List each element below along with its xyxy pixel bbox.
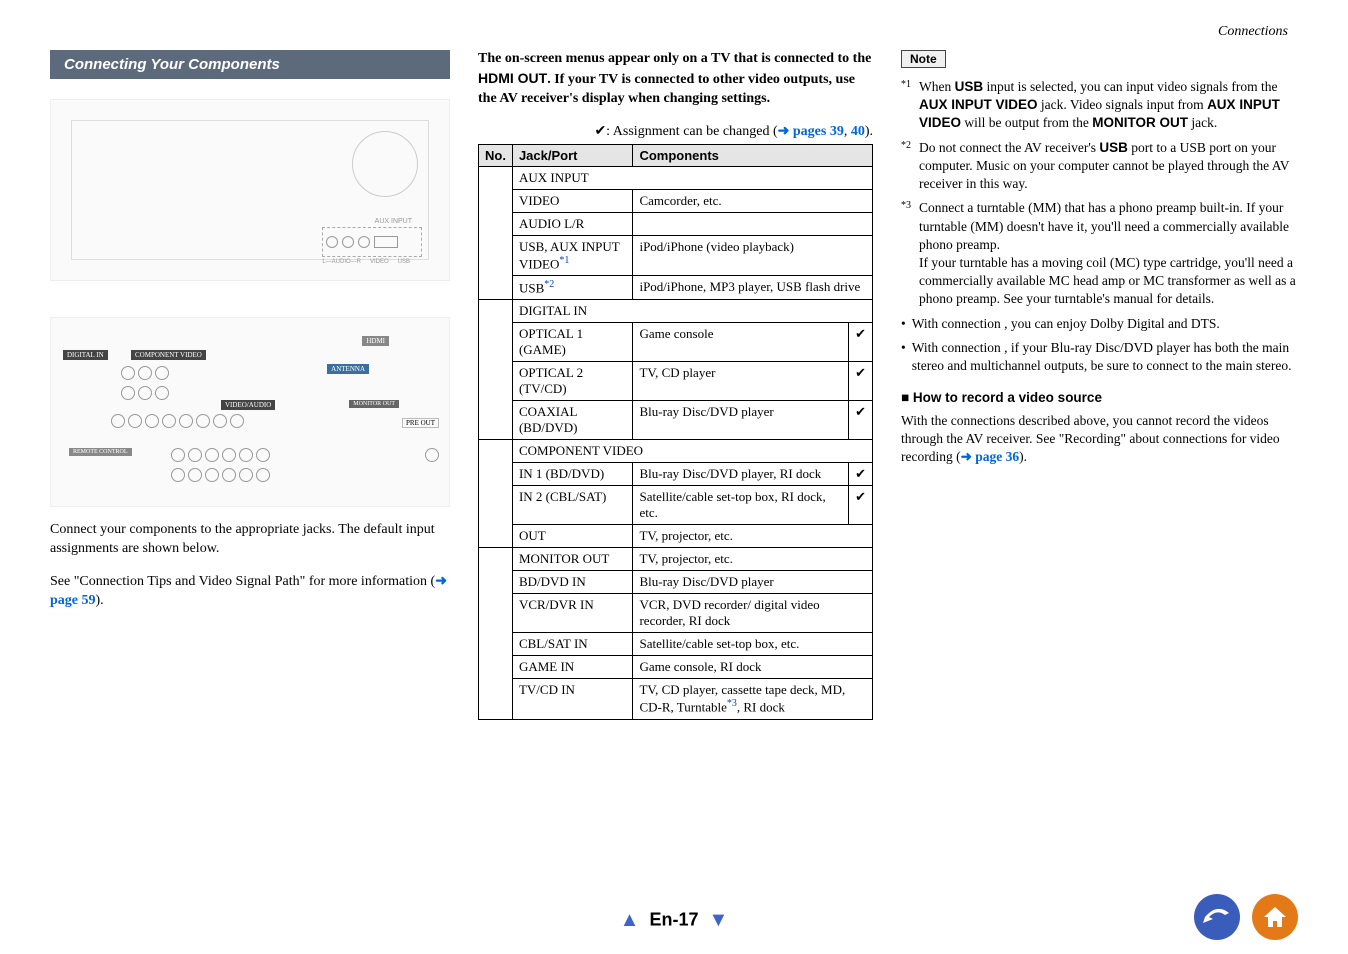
nav-back-button[interactable] (1194, 894, 1240, 940)
front-panel-diagram: AUX INPUT L—AUDIO—R VIDEO USB (50, 99, 450, 281)
left-para-2: See "Connection Tips and Video Signal Pa… (50, 573, 450, 611)
footnote-1: *1 When USB input is selected, you can i… (901, 78, 1298, 133)
label-l-audio-r: L—AUDIO—R (322, 259, 361, 265)
breadcrumb: Connections (1218, 24, 1288, 40)
table-row: OUTTV, projector, etc. (479, 525, 873, 548)
label-monitor-out: MONITOR OUT (349, 400, 399, 408)
table-row: BD/DVD INBlu-ray Disc/DVD player (479, 571, 873, 594)
howto-para: With the connections described above, yo… (901, 412, 1298, 467)
link-page-36[interactable]: page 36 (961, 449, 1020, 464)
table-row: IN 2 (CBL/SAT)Satellite/cable set-top bo… (479, 486, 873, 525)
label-remote: REMOTE CONTROL (69, 448, 132, 456)
th-no: No. (479, 144, 513, 166)
th-jack: Jack/Port (512, 144, 633, 166)
label-antenna: ANTENNA (327, 364, 369, 374)
table-row: DIGITAL IN (479, 300, 873, 323)
footnote-2: *2 Do not connect the AV receiver's USB … (901, 139, 1298, 194)
rear-panel-diagram: DIGITAL IN COMPONENT VIDEO HDMI ANTENNA … (50, 317, 450, 507)
table-row: COAXIAL (BD/DVD)Blu-ray Disc/DVD player✔ (479, 401, 873, 440)
mid-intro: The on-screen menus appear only on a TV … (478, 50, 873, 109)
footnote-3: *3 Connect a turntable (MM) that has a p… (901, 199, 1298, 308)
table-row: USB, AUX INPUT VIDEO*1iPod/iPhone (video… (479, 235, 873, 275)
table-row: MONITOR OUTTV, projector, etc. (479, 548, 873, 571)
table-row: COMPONENT VIDEO (479, 440, 873, 463)
label-pre-out: PRE OUT (402, 418, 439, 428)
table-row: VIDEOCamcorder, etc. (479, 189, 873, 212)
page-number: En-17 (649, 909, 698, 929)
label-digital-in: DIGITAL IN (63, 350, 108, 360)
label-usb-front: USB (398, 259, 410, 265)
table-row: IN 1 (BD/DVD)Blu-ray Disc/DVD player, RI… (479, 463, 873, 486)
back-arrow-icon (1203, 907, 1231, 927)
table-row: AUX INPUT (479, 166, 873, 189)
left-para-1: Connect your components to the appropria… (50, 521, 450, 559)
link-page-40[interactable]: 40 (851, 124, 865, 139)
label-video-audio: VIDEO/AUDIO (221, 400, 275, 410)
bullet-bluray: •With connection , if your Blu-ray Disc/… (901, 339, 1298, 375)
nav-home-button[interactable] (1252, 894, 1298, 940)
bullet-dolby: •With connection , you can enjoy Dolby D… (901, 315, 1298, 333)
page-footer: ▲ En-17 ▼ (0, 909, 1348, 932)
table-row: OPTICAL 1 (GAME)Game console✔ (479, 323, 873, 362)
prev-page-icon[interactable]: ▲ (620, 909, 640, 931)
jack-port-table: No. Jack/Port Components AUX INPUT VIDEO… (478, 144, 873, 720)
section-title: Connecting Your Components (50, 50, 450, 79)
home-icon (1262, 905, 1288, 929)
table-row: VCR/DVR INVCR, DVD recorder/ digital vid… (479, 594, 873, 633)
howto-heading: How to record a video source (901, 389, 1298, 407)
table-row: USB*2iPod/iPhone, MP3 player, USB flash … (479, 276, 873, 300)
label-component-video: COMPONENT VIDEO (131, 350, 206, 360)
th-components: Components (633, 144, 873, 166)
next-page-icon[interactable]: ▼ (709, 909, 729, 931)
assign-note: ✔: Assignment can be changed (pages 39, … (478, 123, 873, 140)
label-hdmi: HDMI (362, 336, 389, 346)
table-row: AUDIO L/R (479, 212, 873, 235)
table-row: OPTICAL 2 (TV/CD)TV, CD player✔ (479, 362, 873, 401)
note-label: Note (901, 50, 946, 68)
label-video: VIDEO (370, 259, 389, 265)
label-aux-input: AUX INPUT (375, 218, 412, 225)
table-row: CBL/SAT INSatellite/cable set-top box, e… (479, 633, 873, 656)
table-row: GAME INGame console, RI dock (479, 656, 873, 679)
link-pages-39[interactable]: pages 39 (778, 124, 844, 139)
table-row: TV/CD INTV, CD player, cassette tape dec… (479, 679, 873, 719)
